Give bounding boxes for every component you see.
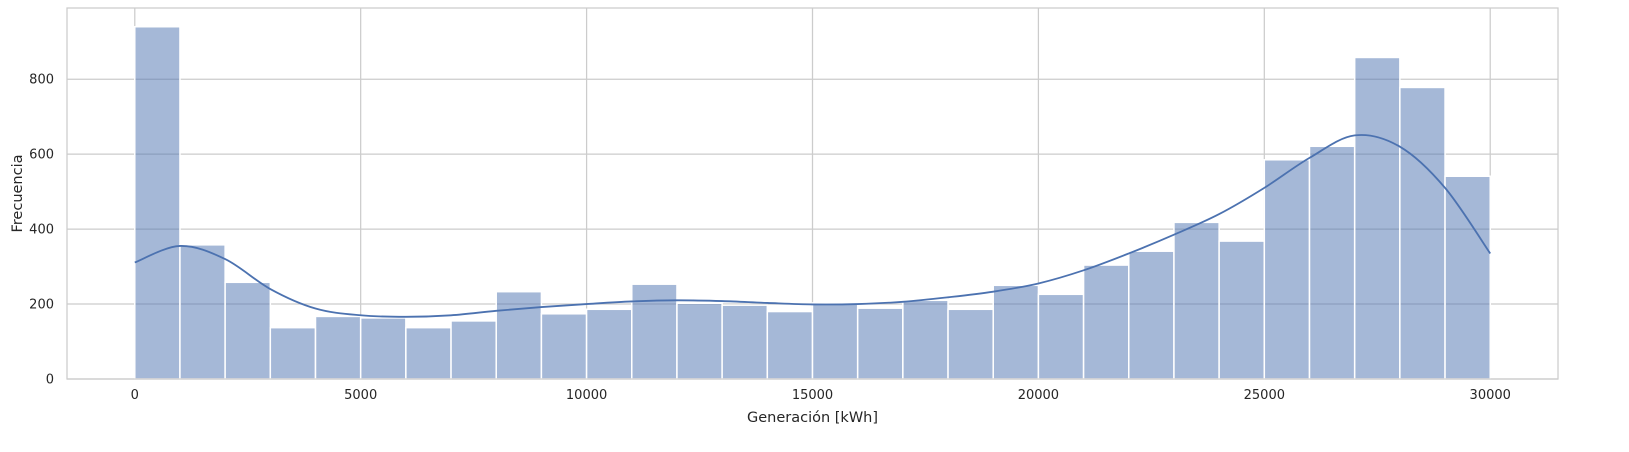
histogram-bar xyxy=(1037,293,1085,380)
y-axis-label: Frecuencia xyxy=(10,154,26,232)
histogram-bar xyxy=(766,310,814,380)
y-tick-label: 800 xyxy=(29,73,54,88)
histogram-bar xyxy=(314,315,362,380)
x-tick-label: 20000 xyxy=(1018,388,1059,403)
y-tick-label: 0 xyxy=(46,373,54,388)
x-axis-label: Generación [kWh] xyxy=(747,410,878,426)
histogram-bar xyxy=(992,284,1040,380)
x-tick-label: 25000 xyxy=(1244,388,1285,403)
histogram-bar xyxy=(405,326,452,380)
histogram-bar xyxy=(1444,175,1491,380)
plot-frame xyxy=(66,7,1559,380)
histogram-bar xyxy=(676,302,723,380)
histogram-bar xyxy=(1082,264,1130,380)
histogram-bar xyxy=(811,302,859,380)
histogram-bar xyxy=(540,313,588,380)
x-tick-label: 30000 xyxy=(1470,388,1511,403)
histogram-bar xyxy=(450,320,497,380)
y-tick-label: 200 xyxy=(29,298,54,313)
histogram-bar xyxy=(902,299,949,380)
histogram-bar xyxy=(1399,86,1446,380)
histogram-bar xyxy=(1353,56,1401,380)
x-tick-label: 10000 xyxy=(566,388,607,403)
x-tick-label: 5000 xyxy=(344,388,377,403)
histogram-bar xyxy=(1218,240,1266,380)
x-tick-label: 0 xyxy=(131,388,139,403)
kde-curve xyxy=(134,134,1491,318)
histogram-bar xyxy=(856,307,904,380)
histogram-bar xyxy=(359,317,407,380)
x-tick-label: 15000 xyxy=(792,388,833,403)
histogram-bar xyxy=(269,326,317,380)
y-tick-label: 600 xyxy=(29,148,54,163)
histogram-bar xyxy=(134,25,181,380)
histogram-bars xyxy=(134,25,1491,380)
histogram-bar xyxy=(1128,250,1175,380)
histogram-bar xyxy=(495,290,543,380)
y-tick-label: 400 xyxy=(29,223,54,238)
histogram-bar xyxy=(1308,145,1356,380)
y-axis-ticks: 0 200 400 600 800 xyxy=(29,73,54,388)
histogram-bar xyxy=(1263,159,1311,380)
histogram-bar xyxy=(721,304,769,380)
histogram-bar xyxy=(1173,221,1220,380)
histogram-bar xyxy=(947,308,994,380)
histogram-bar xyxy=(631,283,678,380)
x-axis-ticks: 0 5000 10000 15000 20000 25000 30000 xyxy=(131,388,1511,403)
histogram-bar xyxy=(179,244,226,380)
histogram-bar xyxy=(585,308,633,380)
histogram-bar xyxy=(224,281,272,380)
